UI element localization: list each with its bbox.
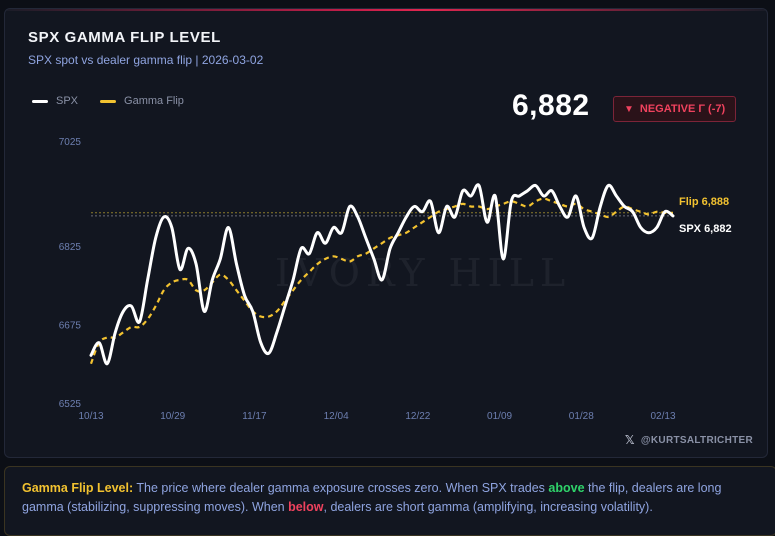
series-line-spx: [89, 183, 675, 366]
x-tick-label: 01/09: [487, 411, 512, 422]
x-tick-label: 02/13: [650, 411, 675, 422]
x-tick-label: 12/22: [405, 411, 430, 422]
note-text-1: The price where dealer gamma exposure cr…: [133, 481, 549, 495]
author-credit[interactable]: 𝕏 @KURTSALTRICHTER: [625, 433, 753, 447]
author-handle: @KURTSALTRICHTER: [640, 434, 753, 446]
x-logo-icon: 𝕏: [624, 433, 635, 447]
line-chart: 7025 6825 6675 6525 10/13 10/29 11/17 12/04 12/…: [59, 137, 732, 422]
legend-swatch-gamma-flip: [100, 99, 117, 103]
note-text-2: the flip, dealers are long gamma (stabil…: [22, 481, 722, 514]
y-axis: 7025 6825 6675 6525: [59, 137, 82, 410]
note-text-3: , dealers are short gamma (amplifying, i…: [323, 500, 653, 514]
chart-subtitle: SPX spot vs dealer gamma flip | 2026-03-…: [28, 53, 264, 67]
note-above: above: [548, 481, 585, 495]
x-tick-label: 10/13: [78, 411, 103, 422]
legend-item-gamma-flip[interactable]: Gamma Flip: [100, 95, 184, 107]
gamma-status-label: NEGATIVE Γ (-7): [639, 103, 726, 115]
gamma-status-badge: ▼ NEGATIVE Γ (-7): [613, 96, 737, 122]
y-tick-label: 7025: [59, 137, 82, 148]
x-tick-label: 10/29: [160, 411, 185, 422]
legend-label-spx: SPX: [56, 95, 79, 107]
spx-level-label: SPX 6,882: [679, 223, 732, 235]
legend-item-spx[interactable]: SPX: [32, 95, 78, 107]
legend-swatch-spx: [32, 99, 48, 103]
note-below: below: [288, 500, 324, 514]
x-tick-label: 12/04: [324, 411, 349, 422]
flip-level-label: Flip 6,888: [679, 196, 729, 208]
reference-lines: [91, 212, 673, 217]
y-tick-label: 6525: [59, 399, 82, 410]
note-label: Gamma Flip Level:: [22, 481, 134, 495]
current-spx-value: 6,882: [512, 89, 590, 122]
legend-label-gamma-flip: Gamma Flip: [124, 95, 184, 107]
down-triangle-icon: ▼: [624, 103, 634, 115]
x-tick-label: 11/17: [242, 411, 267, 422]
y-tick-label: 6825: [59, 242, 82, 253]
chart-title: SPX GAMMA FLIP LEVEL: [28, 29, 221, 46]
x-tick-label: 01/28: [569, 411, 594, 422]
chart-panel: SPX GAMMA FLIP LEVEL SPX spot vs dealer …: [4, 8, 768, 458]
watermark: IVORY HILL: [275, 251, 572, 295]
legend: SPX Gamma Flip: [32, 95, 206, 107]
series-line-gamma-flip: [89, 197, 674, 365]
y-tick-label: 6675: [59, 320, 82, 331]
explanation-note: Gamma Flip Level: The price where dealer…: [4, 466, 775, 536]
x-axis: 10/13 10/29 11/17 12/04 12/22 01/09 01/28 02/13: [78, 411, 675, 422]
